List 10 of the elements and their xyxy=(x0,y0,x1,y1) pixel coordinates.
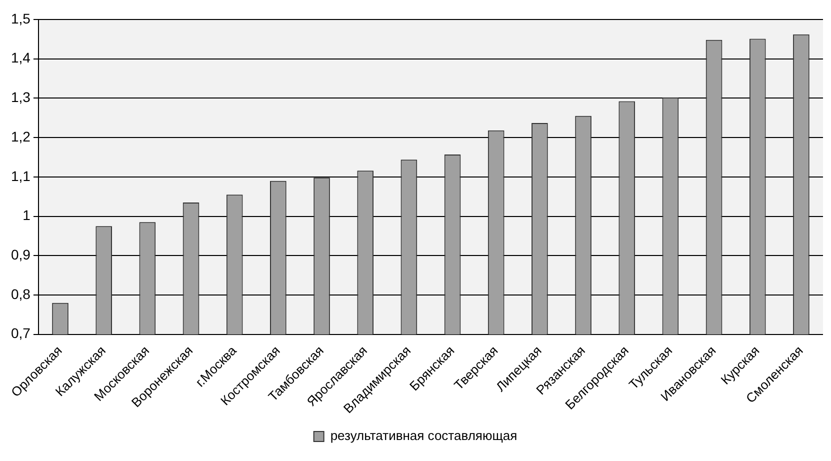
y-tick-label: 1,3 xyxy=(10,89,31,106)
y-tick-label: 0,7 xyxy=(10,325,31,342)
y-tick-label: 0,9 xyxy=(10,246,31,262)
y-tick-label: 1,5 xyxy=(10,10,31,26)
y-tick-label: 1 xyxy=(22,207,31,224)
legend-label: результативная составляющая xyxy=(330,428,518,444)
y-tick-label: 1,4 xyxy=(10,50,31,66)
y-tick-label: 0,8 xyxy=(10,286,31,302)
y-tick-label: 1,2 xyxy=(10,128,31,144)
y-tick-label: 1,1 xyxy=(10,168,31,184)
